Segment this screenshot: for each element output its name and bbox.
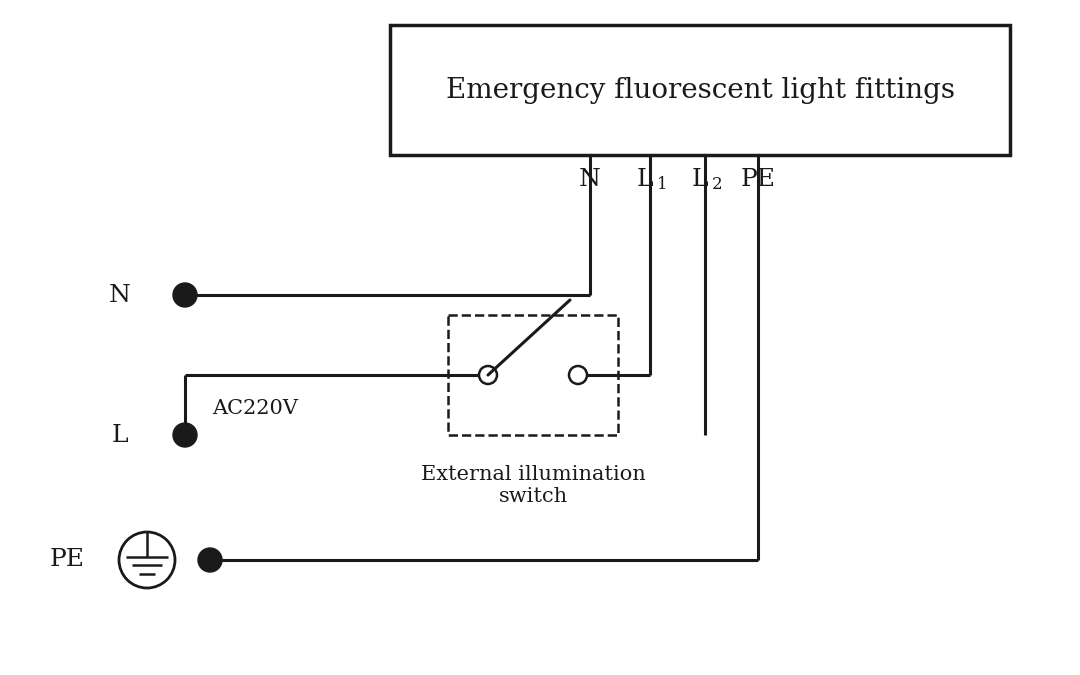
Circle shape	[480, 366, 497, 384]
Text: N: N	[579, 168, 600, 191]
Text: Emergency fluorescent light fittings: Emergency fluorescent light fittings	[446, 76, 955, 103]
Bar	[448, 315, 618, 435]
Circle shape	[198, 548, 222, 572]
Text: AC220V: AC220V	[212, 399, 298, 418]
Circle shape	[569, 366, 588, 384]
Text: L: L	[637, 168, 653, 191]
Text: PE: PE	[50, 549, 85, 572]
Bar	[390, 25, 1010, 155]
Text: External illumination
switch: External illumination switch	[420, 465, 646, 506]
Text: 1: 1	[657, 176, 667, 193]
Text: N: N	[109, 284, 131, 306]
Circle shape	[173, 423, 197, 447]
Text: L: L	[111, 423, 129, 446]
Circle shape	[173, 283, 197, 307]
Text: 2: 2	[712, 176, 723, 193]
Text: PE: PE	[741, 168, 775, 191]
Text: L: L	[691, 168, 708, 191]
